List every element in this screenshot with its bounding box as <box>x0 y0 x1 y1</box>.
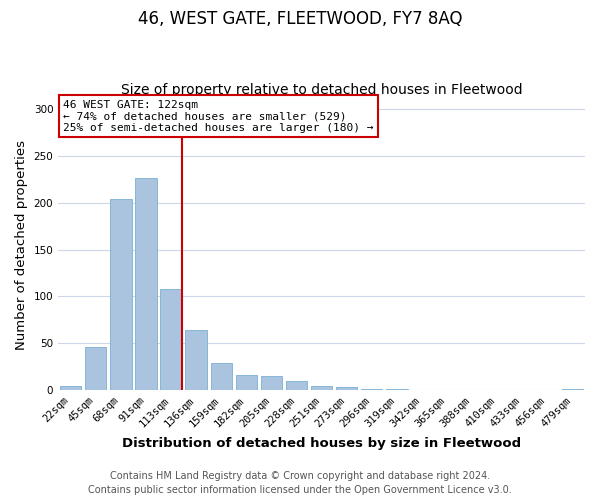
Bar <box>261 376 282 390</box>
Text: 46 WEST GATE: 122sqm
← 74% of detached houses are smaller (529)
25% of semi-deta: 46 WEST GATE: 122sqm ← 74% of detached h… <box>64 100 374 133</box>
Bar <box>286 381 307 390</box>
Bar <box>60 386 82 390</box>
Bar <box>311 386 332 390</box>
Bar <box>211 363 232 390</box>
Bar <box>236 375 257 390</box>
Bar <box>336 388 358 390</box>
X-axis label: Distribution of detached houses by size in Fleetwood: Distribution of detached houses by size … <box>122 437 521 450</box>
Y-axis label: Number of detached properties: Number of detached properties <box>15 140 28 350</box>
Bar <box>185 330 207 390</box>
Title: Size of property relative to detached houses in Fleetwood: Size of property relative to detached ho… <box>121 83 523 97</box>
Text: Contains HM Land Registry data © Crown copyright and database right 2024.
Contai: Contains HM Land Registry data © Crown c… <box>88 471 512 495</box>
Bar <box>110 199 131 390</box>
Bar <box>160 289 182 390</box>
Bar <box>136 178 157 390</box>
Bar <box>85 347 106 390</box>
Text: 46, WEST GATE, FLEETWOOD, FY7 8AQ: 46, WEST GATE, FLEETWOOD, FY7 8AQ <box>138 10 462 28</box>
